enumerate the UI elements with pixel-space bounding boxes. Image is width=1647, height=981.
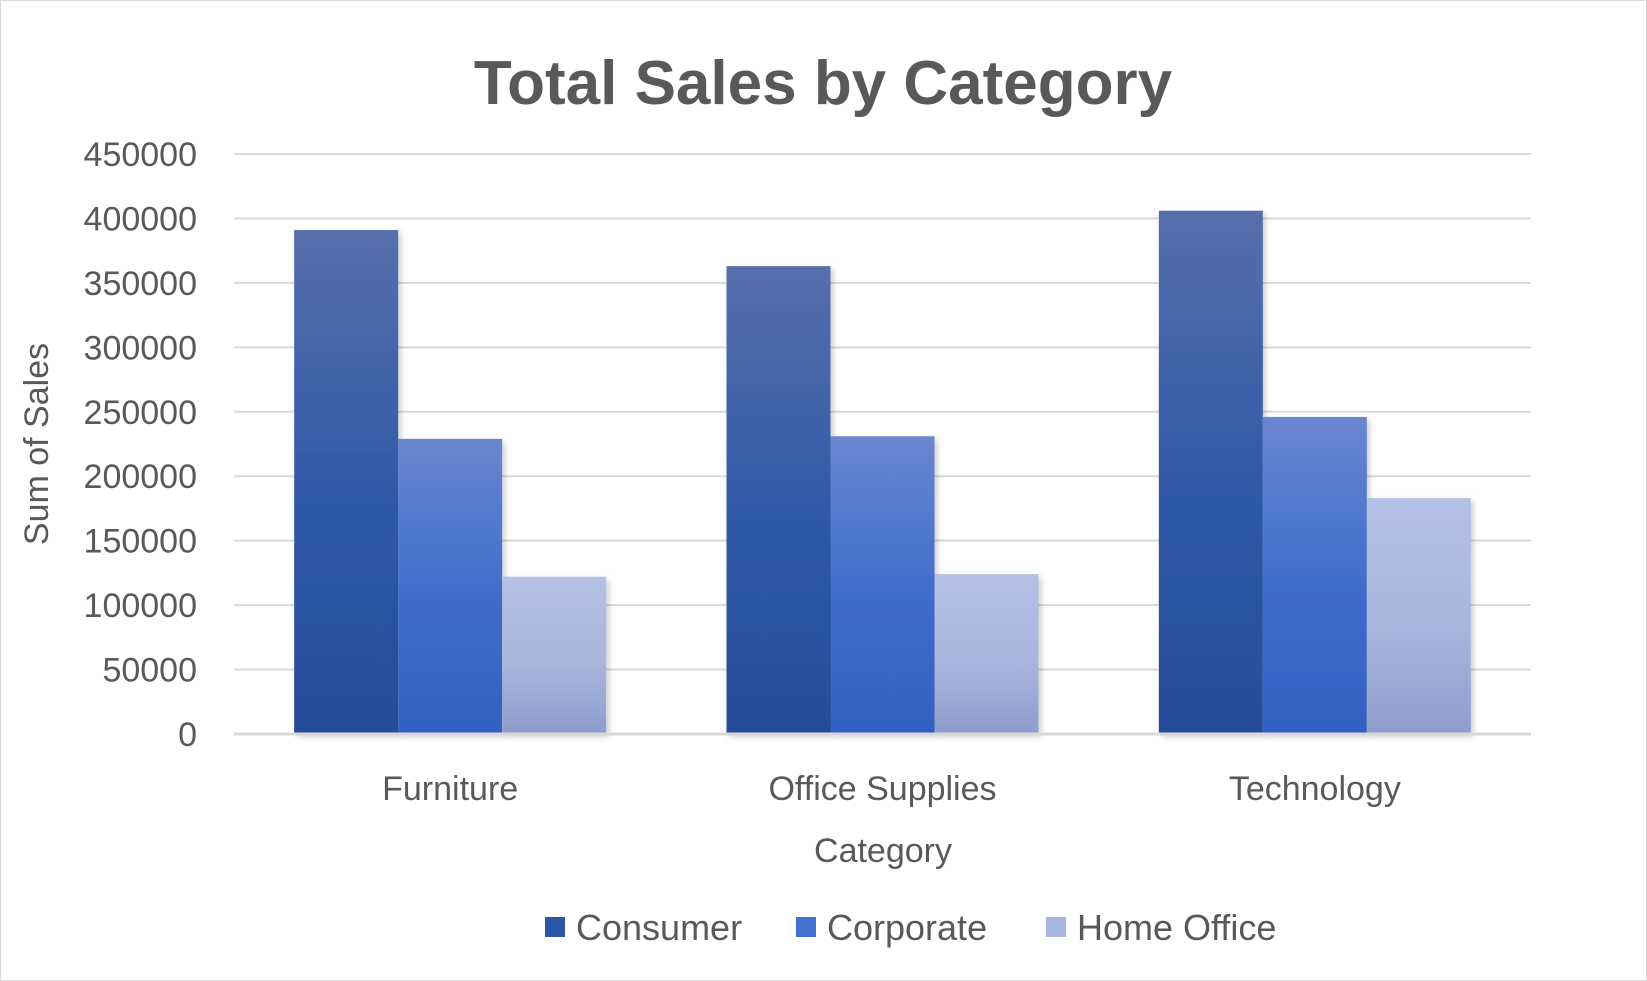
y-tick-label: 250000 (84, 394, 197, 432)
y-tick-label: 50000 (102, 652, 197, 690)
bar-corporate-technology (1262, 416, 1367, 734)
x-tick-label: Furniture (382, 770, 518, 808)
legend-label: Corporate (827, 907, 987, 948)
y-tick-label: 450000 (84, 136, 197, 174)
y-tick-label: 0 (178, 716, 197, 754)
bar-home-office-furniture (502, 576, 607, 734)
y-axis-tick-labels: 450000 400000 350000 300000 250000 200000 1500… (84, 136, 197, 754)
bar-consumer-furniture (294, 230, 399, 735)
legend-swatch (545, 917, 565, 937)
y-tick-label: 300000 (84, 329, 197, 367)
legend: Consumer Corporate Home Office (545, 907, 1276, 948)
legend-label: Home Office (1077, 907, 1276, 948)
bar-consumer-office-supplies (726, 266, 831, 734)
bar-corporate-furniture (398, 438, 503, 734)
y-tick-label: 150000 (84, 523, 197, 561)
legend-swatch (796, 917, 816, 937)
y-axis-title: Sum of Sales (18, 343, 56, 545)
bar-consumer-technology (1158, 210, 1263, 734)
x-tick-label: Technology (1229, 770, 1401, 808)
x-tick-label: Office Supplies (768, 770, 996, 808)
y-tick-label: 100000 (84, 587, 197, 625)
legend-label: Consumer (576, 907, 742, 948)
bars (294, 210, 1471, 735)
y-tick-label: 400000 (84, 200, 197, 238)
bar-corporate-office-supplies (830, 436, 935, 734)
x-axis-tick-labels: Furniture Office Supplies Technology (382, 770, 1401, 808)
x-axis-title: Category (814, 832, 952, 870)
y-tick-label: 350000 (84, 265, 197, 303)
legend-swatch (1046, 917, 1066, 937)
bar-home-office-office-supplies (934, 574, 1039, 734)
bar-home-office-technology (1366, 498, 1471, 734)
y-tick-label: 200000 (84, 458, 197, 496)
chart-title: Total Sales by Category (474, 49, 1173, 118)
